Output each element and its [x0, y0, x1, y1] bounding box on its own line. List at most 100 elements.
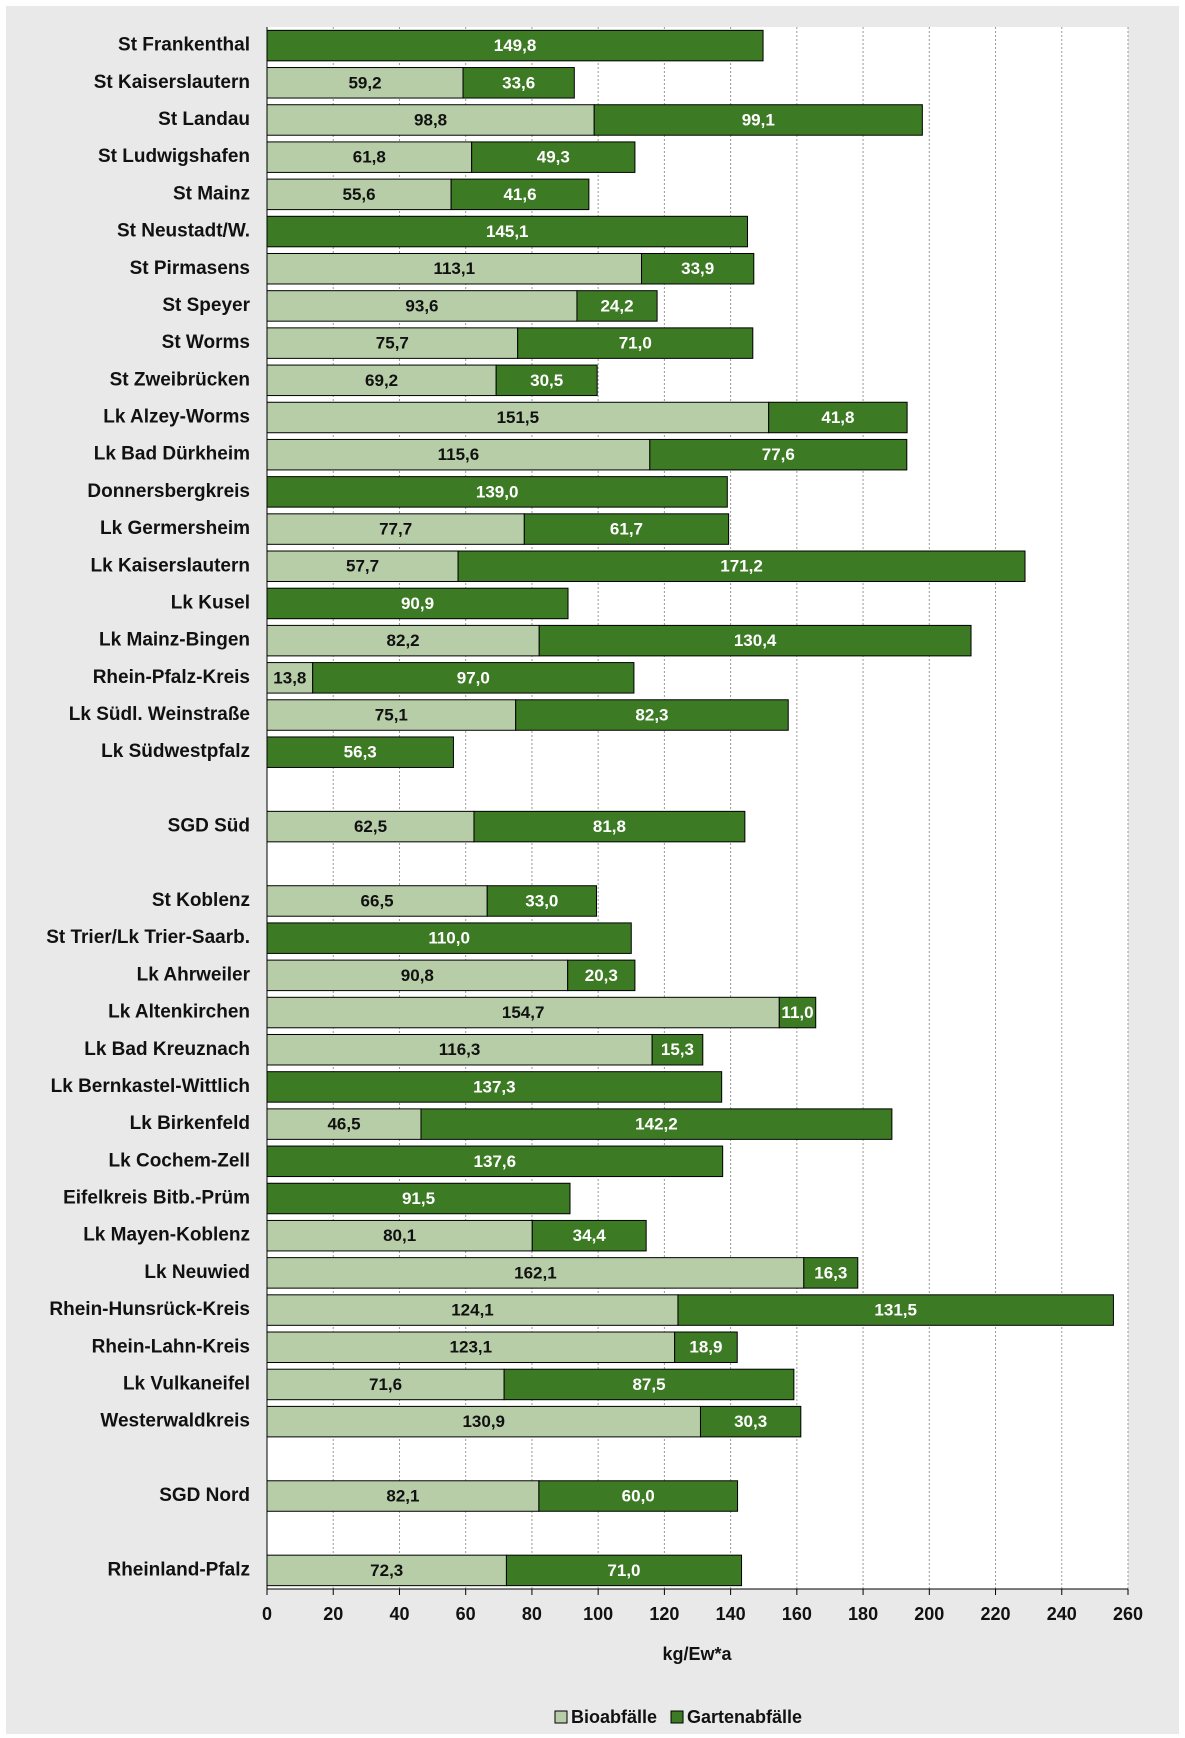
category-label: St Landau: [158, 109, 250, 130]
value-label: 69,2: [365, 371, 398, 390]
bar-segment: [266, 624, 540, 657]
value-label: 80,1: [383, 1226, 416, 1245]
value-label: 34,4: [573, 1226, 607, 1245]
category-label: St Kaiserslautern: [94, 72, 250, 93]
bar-segment: [515, 699, 789, 731]
bar-segment: [266, 290, 578, 322]
category-label: Lk Neuwied: [144, 1262, 250, 1283]
bar-segment: [266, 1145, 724, 1178]
value-label: 99,1: [742, 110, 775, 129]
category-label: Lk Cochem-Zell: [109, 1150, 250, 1171]
value-label: 145,1: [486, 222, 529, 241]
value-label: 71,0: [607, 1561, 640, 1580]
category-label: Lk Bernkastel-Wittlich: [51, 1076, 250, 1097]
category-label: Eifelkreis Bitb.-Prüm: [63, 1188, 250, 1209]
category-label: Lk Mainz-Bingen: [99, 630, 250, 651]
bar-segment: [803, 1257, 859, 1289]
category-label: St Speyer: [162, 295, 250, 316]
value-label: 77,7: [379, 520, 412, 539]
category-label: Lk Kaiserslautern: [91, 555, 250, 576]
value-label: 90,9: [401, 594, 434, 613]
value-label: 91,5: [402, 1189, 435, 1208]
x-tick-label: 60: [456, 1604, 476, 1624]
category-label: Lk Südwestpfalz: [101, 741, 250, 762]
x-tick-label: 220: [981, 1604, 1011, 1624]
bar-segment: [266, 1368, 505, 1401]
category-label: St Neustadt/W.: [117, 221, 250, 242]
value-label: 113,1: [433, 259, 475, 278]
bar-segment: [651, 1033, 704, 1066]
category-label: Lk Mayen-Koblenz: [83, 1225, 250, 1246]
value-label: 18,9: [689, 1338, 722, 1357]
bar-segment: [266, 1108, 422, 1140]
value-label: 41,8: [821, 408, 854, 427]
bar-segment: [266, 513, 525, 545]
category-label: SGD Nord: [159, 1485, 250, 1506]
bar-segment: [312, 662, 635, 694]
category-label: Rhein-Lahn-Kreis: [92, 1336, 250, 1357]
bar-segment: [538, 1480, 739, 1512]
bar-segment: [517, 327, 754, 359]
bar-segment: [266, 587, 569, 620]
value-label: 72,3: [370, 1561, 403, 1580]
category-label: St Koblenz: [152, 890, 250, 911]
value-label: 93,6: [405, 296, 438, 315]
bar-segment: [576, 290, 658, 322]
category-label: Lk Ahrweiler: [137, 964, 251, 985]
value-label: 115,6: [438, 445, 480, 464]
value-label: 60,0: [622, 1487, 655, 1506]
value-label: 124,1: [451, 1301, 494, 1320]
bar-segment: [266, 550, 459, 583]
x-tick-label: 160: [782, 1604, 812, 1624]
value-label: 75,7: [376, 334, 409, 353]
bar-segment: [266, 1331, 676, 1364]
value-label: 77,6: [762, 445, 795, 464]
bar-segment: [266, 1219, 533, 1252]
category-label: St Frankenthal: [118, 35, 250, 56]
category-label: St Worms: [162, 332, 250, 353]
bar-segment: [266, 1294, 679, 1326]
legend-swatch: [554, 1710, 568, 1724]
bar-segment: [266, 1257, 805, 1289]
category-label: Donnersbergkreis: [87, 481, 250, 502]
value-label: 149,8: [494, 36, 537, 55]
value-label: 15,3: [661, 1040, 694, 1059]
value-label: 81,8: [593, 817, 626, 836]
bar-segment: [523, 513, 730, 545]
bar-segment: [462, 67, 575, 99]
x-tick-label: 260: [1113, 1604, 1143, 1624]
category-label: St Pirmasens: [130, 258, 250, 279]
value-label: 171,2: [720, 557, 763, 576]
value-label: 151,5: [497, 408, 540, 427]
legend-swatch: [670, 1710, 684, 1724]
category-label: Lk Alzey-Worms: [103, 407, 250, 428]
bar-segment: [266, 699, 517, 731]
category-label: Lk Altenkirchen: [108, 1002, 250, 1023]
bar-segment: [266, 1071, 723, 1103]
value-label: 71,6: [369, 1375, 402, 1394]
bar-segment: [266, 959, 569, 992]
x-tick-label: 0: [262, 1604, 272, 1624]
value-label: 139,0: [476, 482, 519, 501]
bar-segment: [495, 364, 598, 397]
x-tick-label: 100: [583, 1604, 613, 1624]
value-label: 82,1: [386, 1487, 419, 1506]
bar-segment: [505, 1554, 743, 1587]
bar-segment: [266, 736, 454, 768]
value-label: 13,8: [273, 668, 306, 687]
value-label: 11,0: [781, 1003, 813, 1022]
bar-segment: [538, 624, 972, 657]
bar-segment: [266, 662, 314, 694]
bar-segment: [641, 252, 755, 285]
category-label: St Trier/Lk Trier-Saarb.: [46, 927, 250, 948]
value-label: 41,6: [503, 185, 536, 204]
value-label: 137,6: [474, 1152, 517, 1171]
value-label: 30,5: [530, 371, 563, 390]
x-tick-label: 40: [389, 1604, 409, 1624]
bar-segment: [266, 1405, 701, 1438]
category-label: Lk Vulkaneifel: [123, 1373, 250, 1394]
bar-segment: [266, 178, 452, 211]
value-label: 33,6: [502, 73, 535, 92]
x-axis-title: kg/Ew*a: [662, 1644, 732, 1664]
value-label: 98,8: [414, 110, 447, 129]
